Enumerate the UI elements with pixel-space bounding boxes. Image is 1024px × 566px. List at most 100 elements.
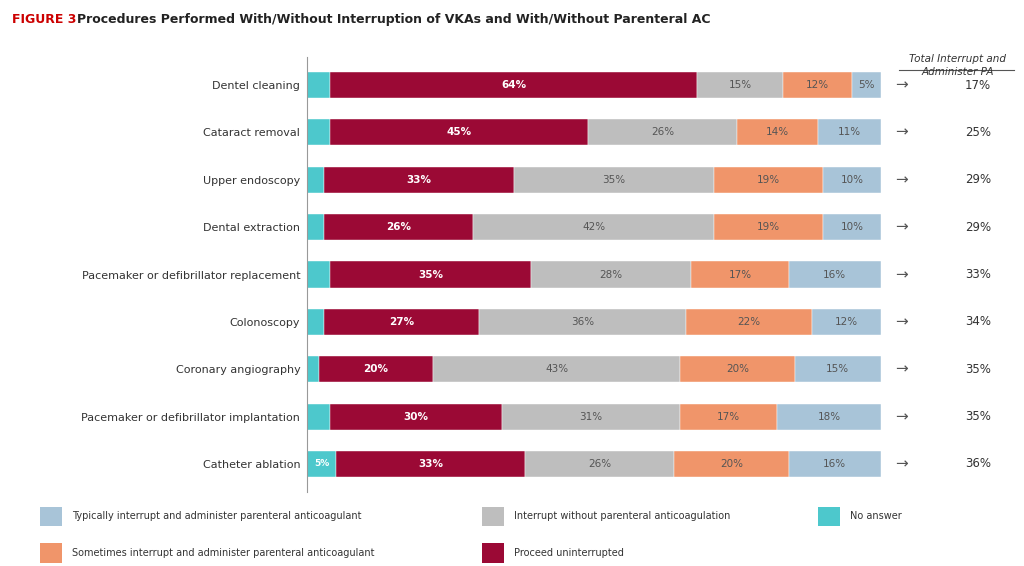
Bar (788, 261, 881, 288)
Text: →: → (895, 362, 907, 377)
Bar (307, 167, 325, 193)
Text: 35%: 35% (418, 269, 443, 280)
Text: 33%: 33% (418, 459, 443, 469)
Text: 11%: 11% (838, 127, 860, 138)
Text: 19%: 19% (758, 175, 780, 185)
Text: 42%: 42% (583, 222, 605, 232)
Bar (482, 507, 504, 526)
Text: 5%: 5% (858, 80, 874, 90)
Text: 26%: 26% (651, 127, 674, 138)
Text: 35%: 35% (965, 363, 991, 376)
Text: No answer: No answer (850, 512, 902, 521)
Bar (336, 451, 525, 477)
Text: →: → (895, 78, 907, 92)
Bar (788, 451, 881, 477)
Bar (737, 119, 817, 145)
Text: 16%: 16% (823, 459, 846, 469)
Text: 10%: 10% (841, 175, 863, 185)
Text: 25%: 25% (965, 126, 991, 139)
Text: 33%: 33% (965, 268, 991, 281)
Text: 5%: 5% (314, 460, 329, 469)
Bar (307, 451, 336, 477)
Text: →: → (895, 220, 907, 235)
Bar (817, 119, 881, 145)
Bar (330, 119, 588, 145)
Bar (530, 261, 691, 288)
Text: →: → (895, 457, 907, 471)
Text: Typically interrupt and administer parenteral anticoagulant: Typically interrupt and administer paren… (73, 512, 361, 521)
Text: 36%: 36% (965, 457, 991, 470)
Text: 17%: 17% (729, 269, 752, 280)
Bar (715, 167, 823, 193)
Text: →: → (895, 125, 907, 140)
Bar (812, 309, 881, 335)
Text: 64%: 64% (501, 80, 526, 90)
Text: 28%: 28% (600, 269, 623, 280)
Text: 14%: 14% (766, 127, 788, 138)
Text: 43%: 43% (545, 365, 568, 374)
Bar (325, 214, 473, 240)
Bar (330, 72, 697, 98)
Text: 35%: 35% (602, 175, 626, 185)
Bar (307, 119, 330, 145)
Text: 17%: 17% (965, 79, 991, 92)
Text: 31%: 31% (580, 411, 602, 422)
Text: 26%: 26% (386, 222, 412, 232)
Bar (674, 451, 788, 477)
Text: 26%: 26% (588, 459, 611, 469)
Bar (686, 309, 812, 335)
Bar (777, 404, 881, 430)
Bar (318, 356, 433, 382)
Text: Sometimes interrupt and administer parenteral anticoagulant: Sometimes interrupt and administer paren… (73, 548, 375, 558)
Bar (823, 214, 881, 240)
Text: Procedures Performed With/Without Interruption of VKAs and With/Without Parenter: Procedures Performed With/Without Interr… (77, 14, 711, 26)
Text: 33%: 33% (407, 175, 431, 185)
Bar (823, 167, 881, 193)
Text: 34%: 34% (965, 315, 991, 328)
Text: FIGURE 3: FIGURE 3 (12, 14, 77, 26)
Bar (40, 507, 62, 526)
Text: 12%: 12% (835, 317, 858, 327)
Bar (680, 404, 777, 430)
Text: 20%: 20% (726, 365, 749, 374)
Bar (307, 261, 330, 288)
Text: 19%: 19% (758, 222, 780, 232)
Text: Total Interrupt and: Total Interrupt and (909, 54, 1006, 64)
Bar (307, 309, 325, 335)
Bar (325, 309, 479, 335)
Text: →: → (895, 172, 907, 187)
Text: 16%: 16% (823, 269, 846, 280)
Text: Proceed uninterrupted: Proceed uninterrupted (514, 548, 624, 558)
Text: →: → (895, 409, 907, 424)
Text: →: → (895, 267, 907, 282)
Text: 29%: 29% (965, 221, 991, 234)
Bar (473, 214, 715, 240)
Text: 27%: 27% (389, 317, 415, 327)
Bar (514, 167, 715, 193)
Text: Interrupt without parenteral anticoagulation: Interrupt without parenteral anticoagula… (514, 512, 730, 521)
Bar (307, 404, 330, 430)
Text: 18%: 18% (817, 411, 841, 422)
Text: 17%: 17% (717, 411, 740, 422)
Bar (330, 261, 530, 288)
Bar (502, 404, 680, 430)
Bar (697, 72, 783, 98)
Text: 29%: 29% (965, 173, 991, 186)
Bar (588, 119, 737, 145)
Bar (783, 72, 852, 98)
Bar (525, 451, 674, 477)
Bar (818, 507, 840, 526)
Text: 20%: 20% (720, 459, 743, 469)
Text: 15%: 15% (826, 365, 849, 374)
Text: 22%: 22% (737, 317, 760, 327)
Bar (307, 72, 330, 98)
Bar (691, 261, 788, 288)
Text: Administer PA: Administer PA (922, 67, 993, 77)
Bar (479, 309, 686, 335)
Text: 45%: 45% (446, 127, 472, 138)
Bar (307, 214, 325, 240)
Text: 20%: 20% (364, 365, 388, 374)
Bar (482, 543, 504, 563)
Bar (40, 543, 62, 563)
Text: 12%: 12% (806, 80, 829, 90)
